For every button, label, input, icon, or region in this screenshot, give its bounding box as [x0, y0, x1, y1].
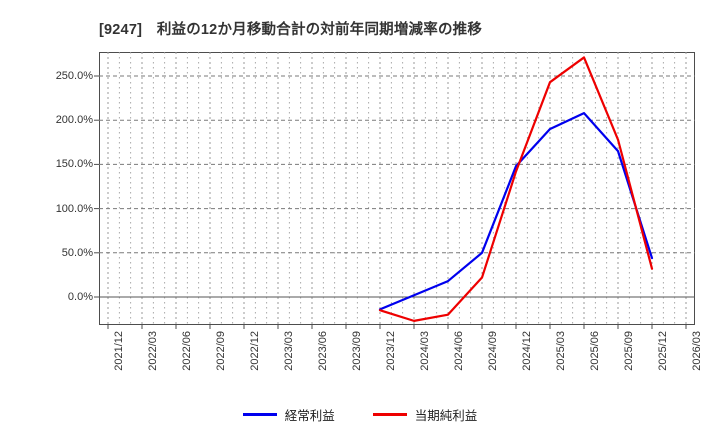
x-tick-label: 2021/12 — [112, 331, 125, 371]
x-tick-label: 2023/12 — [384, 331, 397, 371]
y-tick-label: 250.0% — [55, 70, 93, 82]
y-axis: 0.0% 50.0% 100.0% 150.0% 200.0% 250.0% — [0, 0, 93, 440]
x-tick-label: 2022/06 — [180, 331, 193, 371]
legend-item-1[interactable]: 経常利益 — [242, 405, 335, 424]
y-tick-label: 100.0% — [55, 202, 93, 215]
x-tick-label: 2024/12 — [520, 331, 533, 371]
x-tick-label: 2022/09 — [214, 331, 227, 371]
legend-item-2[interactable]: 当期純利益 — [372, 405, 478, 424]
y-tick-label: 200.0% — [55, 114, 93, 127]
x-tick-label: 2024/03 — [418, 331, 431, 371]
x-tick-label: 2024/09 — [486, 331, 499, 371]
x-tick-label: 2023/03 — [282, 331, 295, 371]
series-line-1 — [378, 112, 654, 311]
y-tick-label: 150.0% — [55, 158, 93, 171]
x-tick-label: 2025/03 — [554, 331, 567, 371]
x-tick-label: 2023/06 — [316, 331, 329, 371]
x-tick-label: 2026/03 — [690, 331, 703, 371]
gridlines — [94, 52, 695, 329]
chart-title: [9247] 利益の12か月移動合計の対前年同期増減率の推移 — [99, 22, 483, 38]
x-tick-label: 2025/09 — [622, 331, 635, 371]
x-tick-label: 2023/09 — [350, 331, 363, 371]
x-tick-label: 2025/06 — [588, 331, 601, 371]
x-tick-label: 2025/12 — [656, 331, 669, 371]
x-tick-label: 2022/03 — [146, 331, 159, 371]
chart-legend: 経常利益 当期純利益 — [0, 405, 720, 424]
legend-color-swatch — [372, 413, 407, 416]
legend-label: 経常利益 — [284, 409, 335, 423]
y-tick-label: 0.0% — [67, 291, 93, 303]
plot-area-frame — [99, 52, 695, 325]
legend-color-swatch — [242, 413, 277, 416]
x-tick-label: 2022/12 — [248, 331, 261, 371]
legend-label: 当期純利益 — [414, 409, 478, 423]
x-tick-label: 2024/06 — [452, 331, 465, 371]
series-line-2 — [378, 56, 654, 322]
data-series-layer — [378, 56, 654, 322]
y-tick-label: 50.0% — [61, 246, 93, 259]
